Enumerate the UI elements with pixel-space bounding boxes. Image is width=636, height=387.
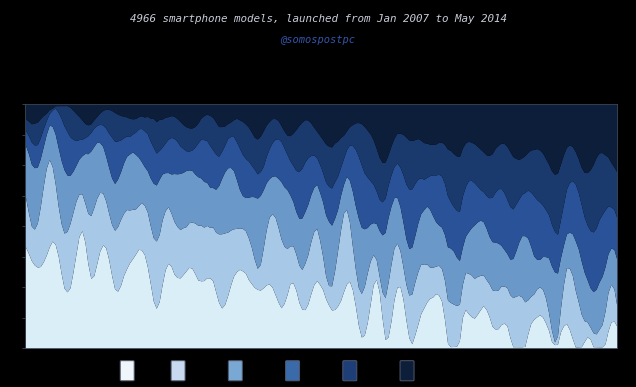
Text: 4966 smartphone models, launched from Jan 2007 to May 2014: 4966 smartphone models, launched from Ja… bbox=[130, 14, 506, 24]
Text: @somospostpc: @somospostpc bbox=[280, 35, 356, 45]
